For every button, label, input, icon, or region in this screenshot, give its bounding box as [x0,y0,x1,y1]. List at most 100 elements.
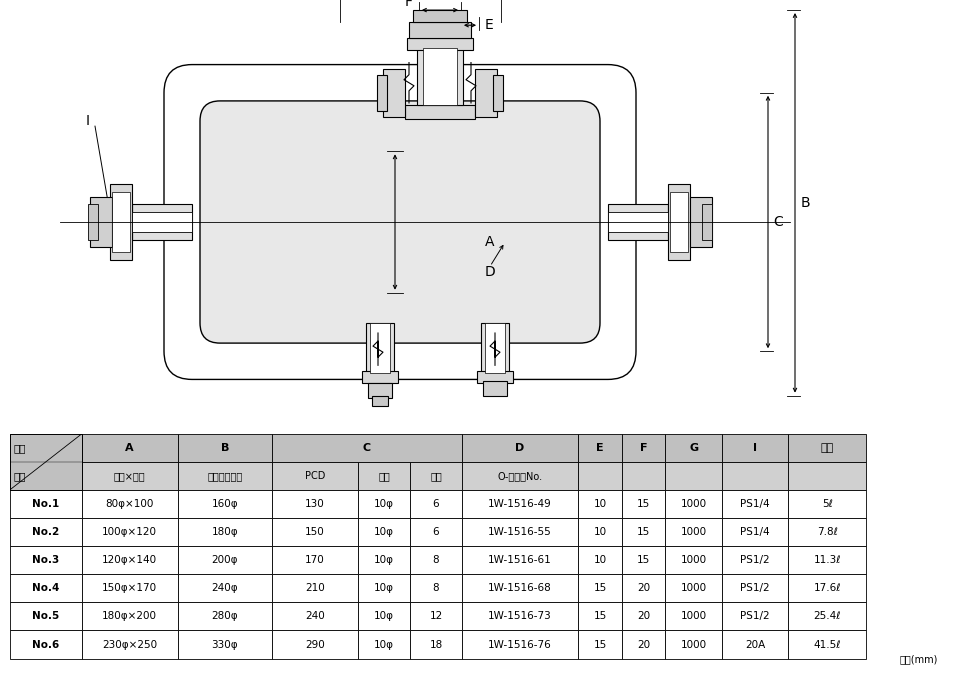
Bar [578,602,622,631]
Bar [178,631,272,658]
Text: 10: 10 [593,555,607,565]
Bar [665,574,722,603]
Bar [358,602,410,631]
Bar [722,631,788,658]
Bar [702,204,712,240]
Bar [178,574,272,603]
Text: 1000: 1000 [681,583,707,593]
Bar [483,382,507,395]
Text: 寸法: 寸法 [13,443,26,453]
Text: 15: 15 [593,612,607,622]
Text: 210: 210 [305,583,324,593]
Bar [622,518,665,546]
Bar [788,462,866,490]
Bar [10,546,82,574]
Text: 180φ×200: 180φ×200 [102,612,157,622]
Text: 1000: 1000 [681,639,707,650]
Text: F: F [405,0,413,9]
Bar [722,462,788,490]
Bar [462,602,578,631]
Bar [578,434,622,462]
Bar [410,631,462,658]
Bar [608,212,668,232]
Text: 230φ×250: 230φ×250 [102,639,157,650]
Text: 25.4ℓ: 25.4ℓ [813,612,841,622]
Bar [132,204,192,240]
Text: 17.6ℓ: 17.6ℓ [813,583,841,593]
Bar [178,490,272,518]
Bar [410,546,462,574]
Text: 20A: 20A [745,639,765,650]
Text: 1W-1516-61: 1W-1516-61 [488,555,552,565]
Text: 160φ: 160φ [211,499,238,509]
Bar [178,518,272,546]
Text: 単位(mm): 単位(mm) [900,654,938,664]
Bar [178,546,272,574]
Bar [132,212,192,232]
Text: C: C [773,215,782,229]
Text: 1W-1516-68: 1W-1516-68 [488,583,552,593]
Bar [417,48,463,105]
Text: PS1/2: PS1/2 [740,555,770,565]
Text: PS1/4: PS1/4 [740,499,770,509]
Bar [481,323,509,374]
Text: 20: 20 [637,639,650,650]
Bar [788,434,866,462]
Text: 7.8ℓ: 7.8ℓ [817,527,838,537]
Bar [462,631,578,658]
Text: 240: 240 [305,612,324,622]
Text: 5ℓ: 5ℓ [822,499,832,509]
Text: 240φ: 240φ [211,583,238,593]
Text: 10: 10 [593,527,607,537]
Text: 41.5ℓ: 41.5ℓ [813,639,841,650]
Bar [413,10,467,22]
Bar [10,602,82,631]
Bar [622,434,665,462]
Bar [485,323,505,374]
Bar [665,490,722,518]
Text: 150: 150 [305,527,324,537]
Text: C: C [363,443,371,453]
Text: F: F [640,443,647,453]
Bar [377,75,387,111]
Bar [670,192,688,252]
Text: 呼称: 呼称 [13,471,26,481]
Bar [665,546,722,574]
Bar [272,462,358,490]
Bar [90,197,112,247]
Bar [722,546,788,574]
Text: 80φ×100: 80φ×100 [106,499,154,509]
Bar [462,546,578,574]
Text: 15: 15 [637,527,650,537]
Bar [358,631,410,658]
Text: A: A [485,235,494,250]
Bar [82,602,178,631]
Text: D: D [485,266,495,279]
Text: 1W-1516-55: 1W-1516-55 [488,527,552,537]
Bar [178,462,272,490]
Bar [622,546,665,574]
Text: 20: 20 [637,583,650,593]
Text: 1000: 1000 [681,499,707,509]
Text: I: I [754,443,757,453]
Bar [788,602,866,631]
Text: 10φ: 10φ [373,555,394,565]
Text: 10φ: 10φ [373,499,394,509]
Text: 1W-1516-49: 1W-1516-49 [488,499,552,509]
Text: 10φ: 10φ [373,583,394,593]
Text: PS1/2: PS1/2 [740,583,770,593]
Bar [405,105,475,119]
Text: 8: 8 [433,583,440,593]
Bar [722,490,788,518]
Text: 穴径: 穴径 [378,471,390,481]
Bar [622,490,665,518]
Bar [578,631,622,658]
Text: 12: 12 [429,612,443,622]
Text: 150φ×170: 150φ×170 [102,583,157,593]
Bar [690,197,712,247]
Bar [608,204,668,240]
Bar [112,192,130,252]
Text: A: A [126,443,134,453]
Bar [82,518,178,546]
Bar [272,574,358,603]
